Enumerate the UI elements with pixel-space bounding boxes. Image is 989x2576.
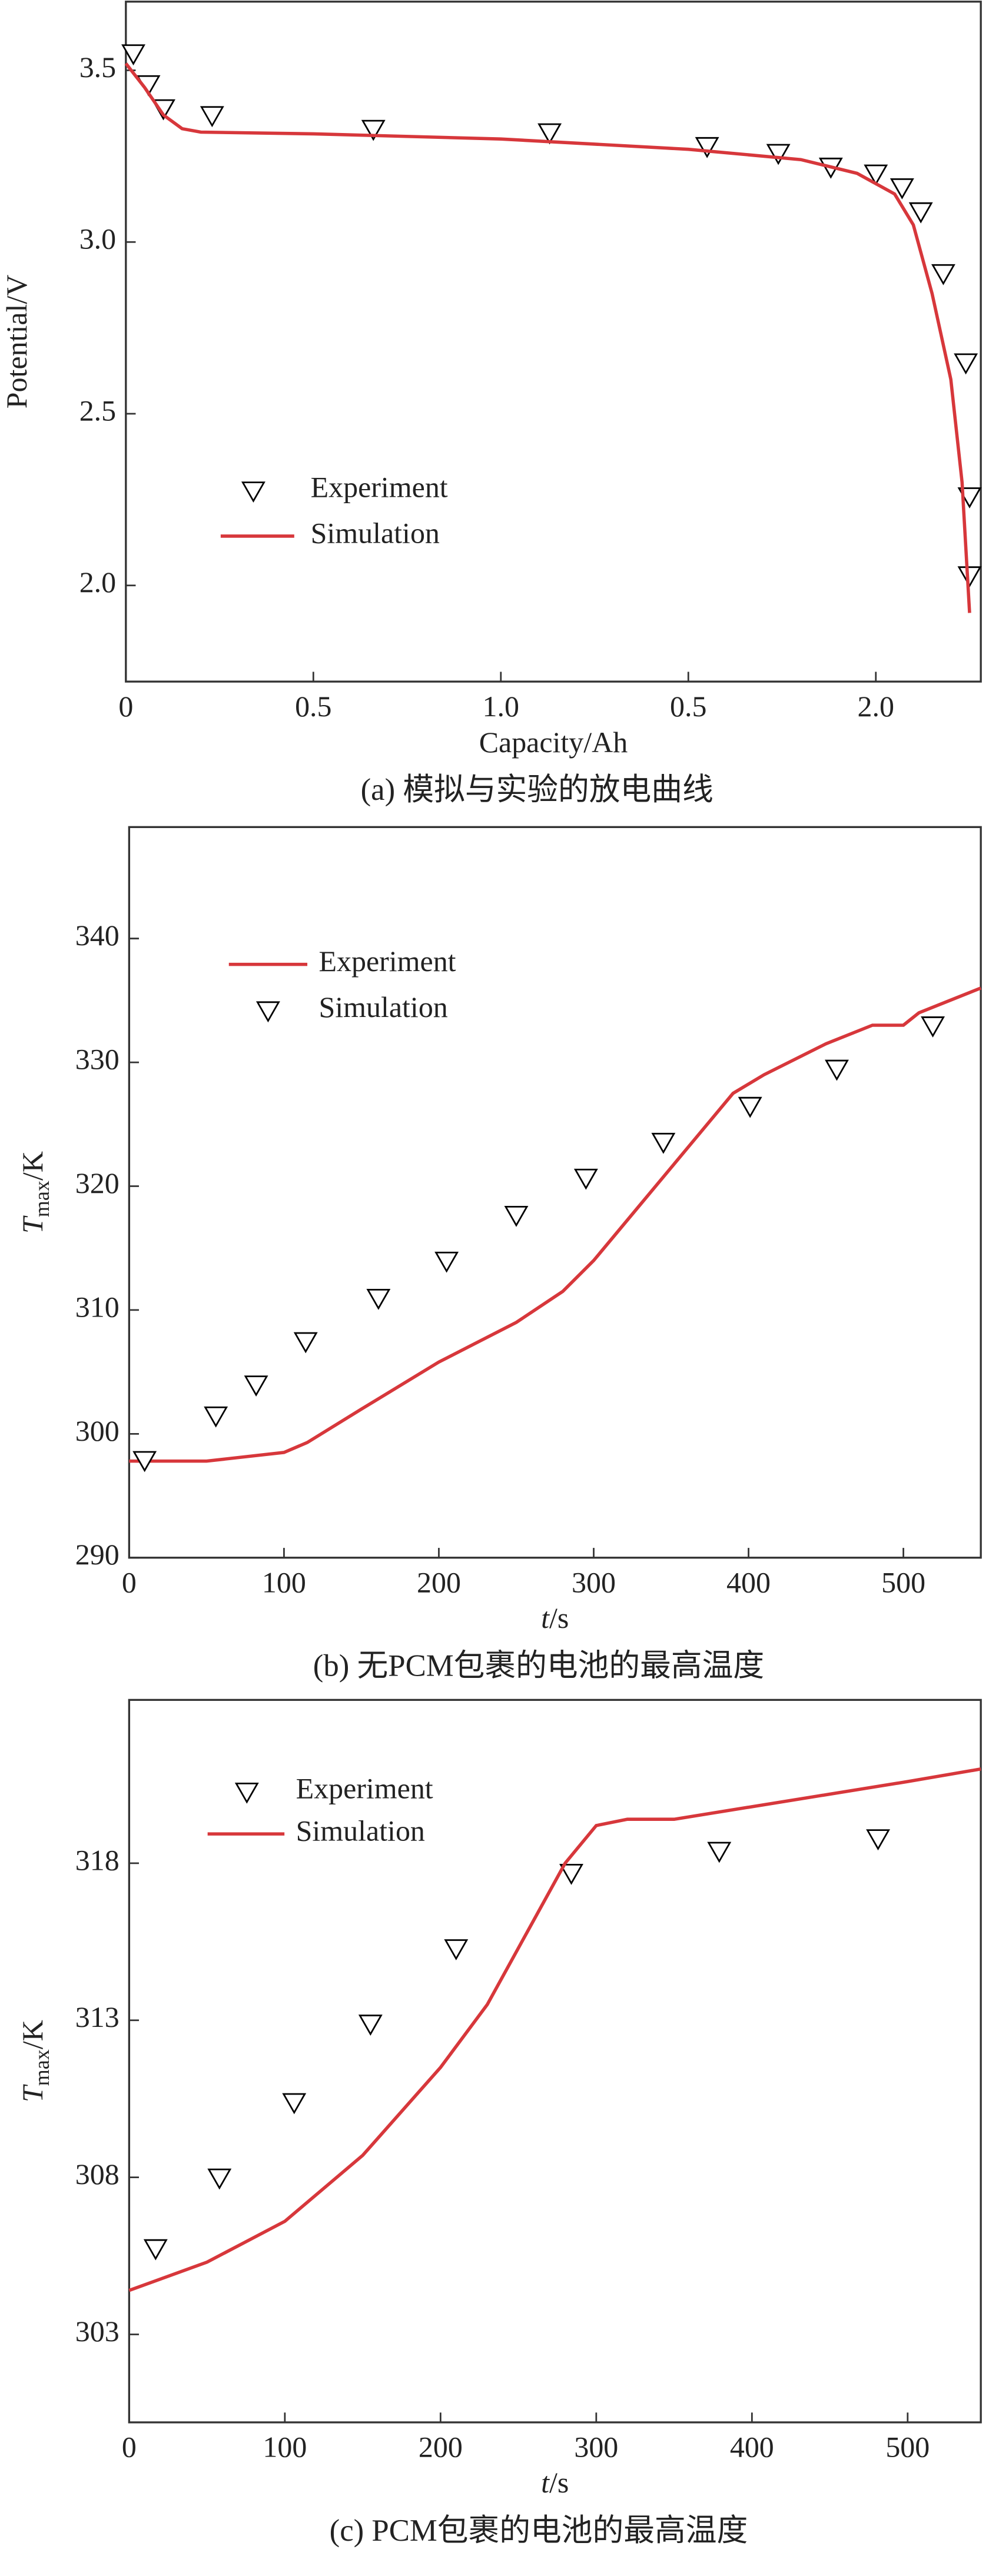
marker [537,123,562,145]
axis-label: Tmax/K [16,1151,54,1234]
y-tick-label: 300 [75,1414,120,1447]
axis-label: Tmax/K [16,2020,54,2102]
y-tick-label: 290 [75,1538,120,1571]
marker [559,1863,583,1885]
y-tick-label: 303 [75,2315,120,2348]
marker [504,1205,529,1227]
marker [143,2239,168,2261]
legend-marker [241,481,265,503]
y-tick-label: 2.0 [79,566,116,599]
marker [361,119,386,141]
marker [444,1939,469,1960]
y-tick-label: 340 [75,919,120,952]
x-tick-label: 500 [881,1565,925,1598]
x-tick-label: 1.0 [483,690,519,723]
caption: (a) 模拟与实验的放电曲线 [361,773,713,807]
caption: (c) PCM包裹的电池的最高温度 [330,2514,748,2548]
marker [866,1829,890,1851]
plot-frame [128,826,982,1559]
axis-label-unit: /K [16,2020,49,2049]
marker [358,2015,383,2036]
y-tick-label: 320 [75,1166,120,1199]
marker [825,1059,849,1081]
x-tick-label: 500 [885,2431,930,2464]
legend-marker [255,1001,280,1023]
x-tick-label: 100 [263,2431,307,2464]
y-tick-label: 313 [75,2000,120,2033]
marker [766,144,791,165]
axis-label: t/s [541,1602,569,1635]
marker [282,2093,307,2115]
legend-marker [234,1782,259,1804]
marker [573,1168,598,1190]
x-tick-label: 2.0 [858,690,894,723]
axis-label: t/s [541,2467,569,2499]
legend-label: Simulation [296,1814,425,1847]
marker [695,137,719,158]
legend-label: Experiment [311,471,448,504]
marker [132,1451,157,1473]
x-tick-label: 200 [419,2431,463,2464]
marker [954,353,978,375]
x-tick-label: 400 [730,2431,774,2464]
axis-label: Capacity/Ah [479,726,628,759]
axis-label-unit: /K [16,1151,49,1181]
marker [200,106,224,128]
marker [931,264,955,285]
axis-label-sub: max [30,1181,54,1217]
plot-frame [128,1699,982,2424]
marker [207,2168,232,2190]
x-tick-label: 100 [262,1565,306,1598]
x-tick-label: 0 [122,2431,137,2464]
axis-label-unit: /s [549,1602,569,1635]
marker [651,1132,676,1154]
axis-label-main: t [541,2467,550,2499]
legend-label: Experiment [296,1771,433,1804]
marker [707,1842,732,1863]
y-tick-label: 318 [75,1843,120,1876]
x-tick-label: 300 [572,1565,616,1598]
series-line [129,986,982,1463]
x-tick-label: 0.5 [670,690,706,723]
axis-label-main: T [16,1215,49,1234]
marker [244,1375,268,1397]
legend-label: Experiment [318,945,456,978]
marker [366,1288,391,1310]
x-tick-label: 0 [122,1565,137,1598]
caption: (b) 无PCM包裹的电池的最高温度 [313,1649,764,1683]
x-tick-label: 0 [118,690,133,723]
axis-label-sub: max [30,2049,54,2086]
marker [434,1251,459,1273]
y-tick-label: 308 [75,2158,120,2191]
y-tick-label: 330 [75,1043,120,1076]
x-tick-label: 0.5 [295,690,331,723]
plot-frame [125,1,982,683]
marker [204,1406,228,1428]
x-tick-label: 300 [574,2431,618,2464]
marker [864,164,888,186]
marker [738,1096,762,1118]
marker [890,178,914,200]
series-line [124,62,971,613]
marker [908,202,933,224]
y-tick-label: 310 [75,1290,120,1323]
axis-label-main: t [541,1602,550,1635]
y-tick-label: 3.0 [79,222,116,255]
marker [121,44,145,66]
x-tick-label: 400 [726,1565,771,1598]
marker [921,1016,945,1038]
legend-label: Simulation [318,990,447,1023]
series-line [128,1767,981,2292]
marker [957,566,982,588]
legend-label: Simulation [311,516,440,549]
x-tick-label: 200 [417,1565,461,1598]
marker [293,1332,318,1354]
axis-label: Potential/V [0,275,33,409]
y-tick-label: 3.5 [79,51,116,84]
axis-label-unit: /s [549,2467,569,2499]
axis-label-main: T [16,2084,49,2102]
y-tick-label: 2.5 [79,394,116,427]
